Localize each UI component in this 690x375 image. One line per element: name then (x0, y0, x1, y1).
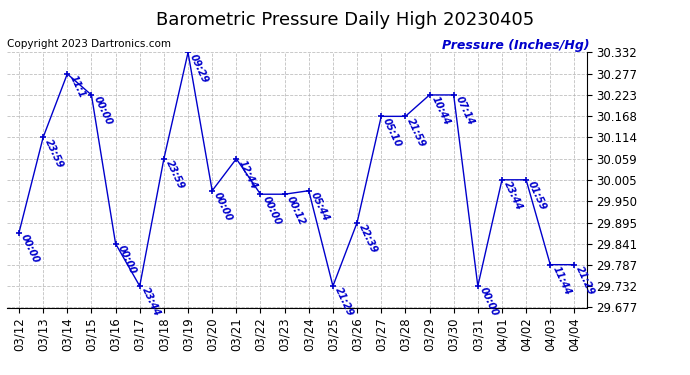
Text: Pressure (Inches/Hg): Pressure (Inches/Hg) (442, 39, 590, 53)
Text: 23:59: 23:59 (164, 159, 186, 191)
Text: 05:44: 05:44 (308, 191, 331, 223)
Text: 00:00: 00:00 (477, 286, 500, 318)
Text: 23:44: 23:44 (139, 286, 162, 318)
Text: 00:00: 00:00 (115, 244, 138, 276)
Text: 22:39: 22:39 (357, 223, 380, 255)
Text: 21:29: 21:29 (574, 265, 597, 297)
Text: 05:10: 05:10 (381, 116, 404, 148)
Text: 00:00: 00:00 (213, 191, 235, 223)
Text: 12:44: 12:44 (236, 159, 259, 191)
Text: Barometric Pressure Daily High 20230405: Barometric Pressure Daily High 20230405 (156, 11, 534, 29)
Text: 07:14: 07:14 (454, 95, 476, 127)
Text: 00:00: 00:00 (261, 194, 283, 226)
Text: 11:44: 11:44 (551, 265, 573, 297)
Text: 09:29: 09:29 (188, 53, 210, 85)
Text: Copyright 2023 Dartronics.com: Copyright 2023 Dartronics.com (7, 39, 171, 50)
Text: 23:44: 23:44 (502, 180, 524, 212)
Text: 10:44: 10:44 (429, 95, 452, 127)
Text: 21:59: 21:59 (406, 116, 428, 148)
Text: 00:00: 00:00 (91, 95, 114, 127)
Text: 00:12: 00:12 (284, 194, 307, 226)
Text: 21:29: 21:29 (333, 286, 355, 318)
Text: 11:1: 11:1 (68, 74, 86, 100)
Text: 23:59: 23:59 (43, 137, 66, 170)
Text: 00:00: 00:00 (19, 233, 41, 265)
Text: 01:59: 01:59 (526, 180, 549, 212)
